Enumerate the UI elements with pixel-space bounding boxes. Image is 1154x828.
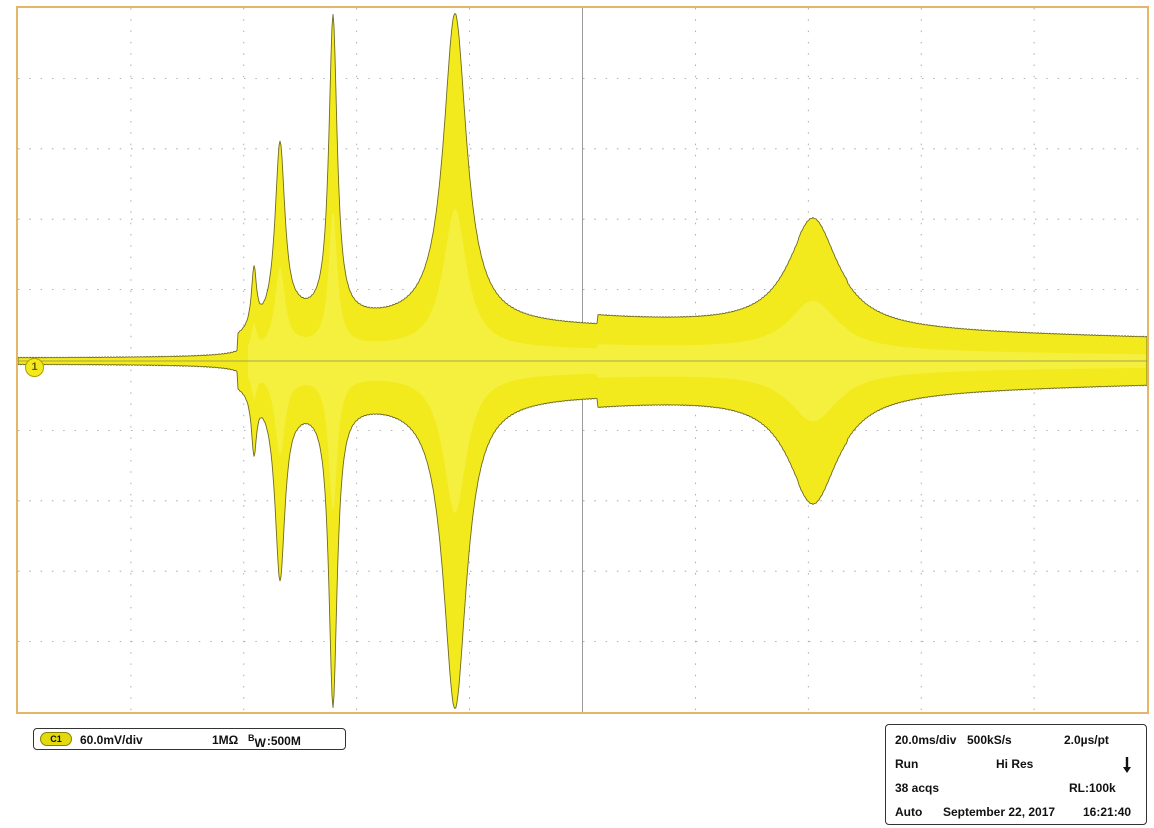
waveform-display: 1 bbox=[16, 6, 1149, 714]
acquisition-date: September 22, 2017 bbox=[943, 805, 1056, 819]
channel-info-panel[interactable]: C1 60.0mV/div 1MΩ BW:500M bbox=[33, 728, 346, 750]
bandwidth-limit: BW:500M bbox=[248, 733, 301, 750]
timebase: 20.0ms/div bbox=[895, 733, 957, 747]
bandwidth-sub: W bbox=[254, 736, 266, 750]
vertical-scale: 60.0mV/div bbox=[80, 733, 143, 747]
trigger-mode: Auto bbox=[895, 805, 923, 819]
input-impedance: 1MΩ bbox=[212, 733, 239, 747]
bandwidth-prefix: B bbox=[248, 733, 255, 743]
record-length: RL:100k bbox=[1069, 781, 1116, 795]
run-state: Run bbox=[895, 757, 919, 771]
bandwidth-value: :500M bbox=[266, 734, 301, 748]
time-per-point: 2.0µs/pt bbox=[1064, 733, 1109, 747]
trigger-falling-edge-icon bbox=[1123, 757, 1131, 773]
acquisition-mode: Hi Res bbox=[996, 757, 1034, 771]
acquisition-count: 38 acqs bbox=[895, 781, 940, 795]
waveform-plot bbox=[18, 8, 1147, 712]
channel-badge[interactable]: C1 bbox=[40, 732, 72, 746]
acquisition-time: 16:21:40 bbox=[1083, 805, 1132, 819]
channel-1-ground-marker[interactable]: 1 bbox=[25, 358, 44, 377]
sample-rate: 500kS/s bbox=[967, 733, 1012, 747]
acquisition-panel[interactable]: 20.0ms/div 500kS/s 2.0µs/pt Run Hi Res 3… bbox=[885, 724, 1147, 825]
